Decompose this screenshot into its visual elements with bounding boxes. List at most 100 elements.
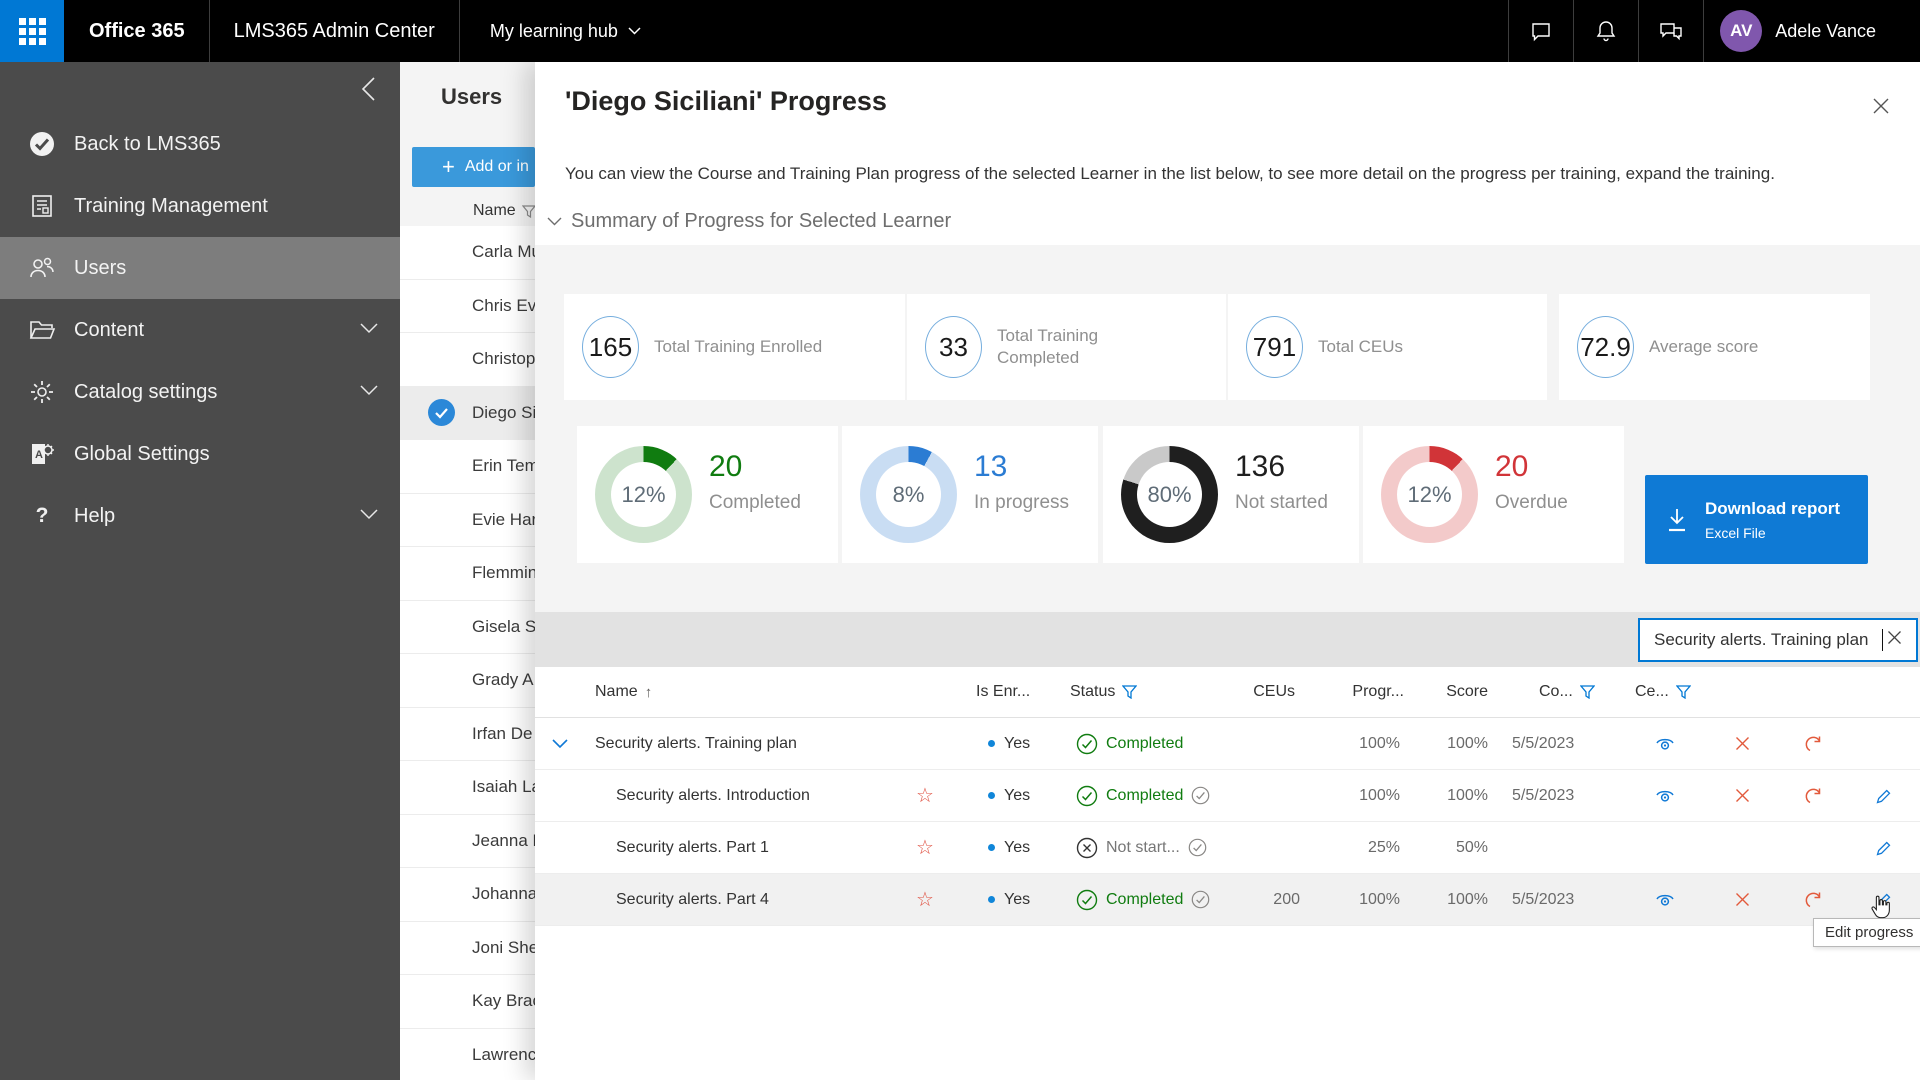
sidebar-item-help[interactable]: ? Help bbox=[0, 485, 400, 547]
column-header-name[interactable]: Name ↑ bbox=[595, 683, 653, 701]
stat-label: Total CEUs bbox=[1318, 336, 1404, 356]
retake-icon bbox=[1805, 788, 1820, 803]
remove-enrollment-button[interactable] bbox=[1705, 892, 1780, 907]
user-list-item[interactable]: Flemmin bbox=[400, 547, 535, 601]
verified-check-icon bbox=[1192, 890, 1210, 909]
filter-icon bbox=[1579, 685, 1595, 699]
stat-card-completed: 33 Total Training Completed bbox=[907, 294, 1226, 400]
sidebar-item-training-management[interactable]: Training Management bbox=[0, 175, 400, 237]
avatar: AV bbox=[1720, 10, 1763, 52]
training-name: Security alerts. Part 4 bbox=[616, 890, 769, 908]
user-list-item[interactable]: Evie Har bbox=[400, 493, 535, 547]
user-list-item[interactable]: Joni She bbox=[400, 921, 535, 975]
donut-count: 136 bbox=[1235, 450, 1286, 483]
column-header-completed[interactable]: Co... bbox=[1495, 683, 1625, 701]
brand-office365[interactable]: Office 365 bbox=[89, 19, 185, 42]
status-value: Completed bbox=[1106, 786, 1184, 804]
sidebar-item-content[interactable]: Content bbox=[0, 299, 400, 361]
column-header-score[interactable]: Score bbox=[1446, 683, 1488, 700]
user-list-item[interactable]: Grady A bbox=[400, 654, 535, 708]
users-name-column-header[interactable]: Name bbox=[473, 202, 535, 220]
column-header-is-enrolled[interactable]: Is Enr... bbox=[976, 683, 1031, 700]
user-list-item-selected[interactable]: Diego Si bbox=[400, 386, 535, 440]
remove-enrollment-button[interactable] bbox=[1705, 736, 1780, 751]
sidebar-item-global-settings[interactable]: A Global Settings bbox=[0, 423, 400, 485]
remove-enrollment-button[interactable] bbox=[1705, 788, 1780, 803]
view-certificate-button[interactable] bbox=[1625, 892, 1705, 908]
view-icon bbox=[1656, 790, 1674, 802]
account-menu[interactable]: AV Adele Vance bbox=[1704, 10, 1920, 52]
column-header-ceus[interactable]: CEUs bbox=[1253, 683, 1295, 700]
text-cursor bbox=[1882, 629, 1883, 651]
close-button[interactable] bbox=[1865, 90, 1897, 122]
expand-row-button[interactable] bbox=[535, 738, 585, 749]
user-list-item[interactable]: Gisela Sl bbox=[400, 600, 535, 654]
edit-progress-button[interactable] bbox=[1847, 839, 1920, 857]
completed-check-icon bbox=[1076, 785, 1098, 806]
table-row-training-plan[interactable]: Security alerts. Training plan Yes Compl… bbox=[535, 718, 1920, 770]
edit-progress-tooltip: Edit progress bbox=[1813, 918, 1920, 947]
column-header-progress[interactable]: Progr... bbox=[1352, 683, 1404, 700]
chevron-down-icon bbox=[628, 27, 641, 35]
star-icon[interactable]: ☆ bbox=[916, 785, 934, 807]
retake-training-button[interactable] bbox=[1780, 891, 1847, 909]
stat-card-ceus: 791 Total CEUs bbox=[1228, 294, 1547, 400]
user-list-item[interactable]: Christop bbox=[400, 333, 535, 387]
filter-icon bbox=[1675, 685, 1691, 699]
sidebar-item-catalog-settings[interactable]: Catalog settings bbox=[0, 361, 400, 423]
table-row-part-4[interactable]: Security alerts. Part 4 ☆ Yes Completed … bbox=[535, 874, 1920, 926]
sidebar-item-back-to-lms365[interactable]: Back to LMS365 bbox=[0, 113, 400, 175]
view-certificate-button[interactable] bbox=[1625, 736, 1705, 752]
user-list-item[interactable]: Irfan De bbox=[400, 707, 535, 761]
column-header-status[interactable]: Status bbox=[1065, 683, 1235, 701]
summary-toggle[interactable]: Summary of Progress for Selected Learner bbox=[547, 210, 951, 233]
chevron-down-icon bbox=[360, 509, 378, 520]
chevron-down-icon bbox=[360, 385, 378, 396]
user-list-item[interactable]: Lawrenc bbox=[400, 1028, 535, 1080]
not-started-icon bbox=[1076, 837, 1098, 858]
clear-icon bbox=[1888, 631, 1901, 644]
star-icon[interactable]: ☆ bbox=[916, 837, 934, 859]
enrolled-dot-icon bbox=[988, 792, 995, 799]
training-name: Security alerts. Introduction bbox=[616, 786, 810, 804]
star-icon[interactable]: ☆ bbox=[916, 889, 934, 911]
retake-icon bbox=[1805, 892, 1820, 907]
training-search-box bbox=[1638, 618, 1918, 662]
user-list-item[interactable]: Johanna bbox=[400, 868, 535, 922]
table-row-part-1[interactable]: Security alerts. Part 1 ☆ Yes Not start.… bbox=[535, 822, 1920, 874]
feedback-button[interactable] bbox=[1639, 0, 1703, 62]
sidebar-item-users[interactable]: Users bbox=[0, 237, 400, 299]
view-certificate-button[interactable] bbox=[1625, 788, 1705, 804]
column-header-certificate[interactable]: Ce... bbox=[1625, 683, 1705, 701]
sidebar-items: Back to LMS365 Training Management Users… bbox=[0, 113, 400, 547]
clear-search-button[interactable] bbox=[1883, 626, 1906, 654]
table-row-introduction[interactable]: Security alerts. Introduction ☆ Yes Comp… bbox=[535, 770, 1920, 822]
app-launcher-button[interactable] bbox=[0, 0, 64, 62]
retake-icon bbox=[1805, 736, 1820, 751]
sidebar-item-label: Back to LMS365 bbox=[74, 132, 221, 155]
retake-training-button[interactable] bbox=[1780, 735, 1847, 753]
chevron-down-icon bbox=[360, 323, 378, 334]
hub-selector[interactable]: My learning hub bbox=[490, 21, 641, 42]
retake-training-button[interactable] bbox=[1780, 787, 1847, 805]
brand-lms365-admin-center[interactable]: LMS365 Admin Center bbox=[233, 19, 435, 42]
edit-progress-button[interactable] bbox=[1847, 787, 1920, 805]
user-list-item[interactable]: Isaiah La bbox=[400, 761, 535, 815]
notifications-button[interactable] bbox=[1574, 0, 1638, 62]
sidebar-collapse-button[interactable] bbox=[358, 76, 384, 102]
user-list-item[interactable]: Kay Brac bbox=[400, 975, 535, 1029]
user-list-item[interactable]: Jeanna B bbox=[400, 814, 535, 868]
user-list-item[interactable]: Carla Mu bbox=[400, 226, 535, 280]
training-search-input[interactable] bbox=[1654, 630, 1881, 650]
feedback-icon bbox=[1660, 23, 1682, 41]
verified-check-icon bbox=[1188, 838, 1207, 857]
user-list-item[interactable]: Erin Tem bbox=[400, 440, 535, 494]
selected-check-icon bbox=[428, 399, 455, 427]
chat-button[interactable] bbox=[1509, 0, 1573, 62]
add-or-invite-button[interactable]: + Add or in bbox=[412, 147, 535, 187]
user-list-item[interactable]: Chris Eva bbox=[400, 279, 535, 333]
completed-check-icon bbox=[1076, 733, 1098, 754]
sidebar-item-label: Users bbox=[74, 256, 127, 279]
topbar-divider bbox=[1508, 0, 1510, 62]
download-report-button[interactable]: Download report Excel File bbox=[1645, 475, 1868, 564]
